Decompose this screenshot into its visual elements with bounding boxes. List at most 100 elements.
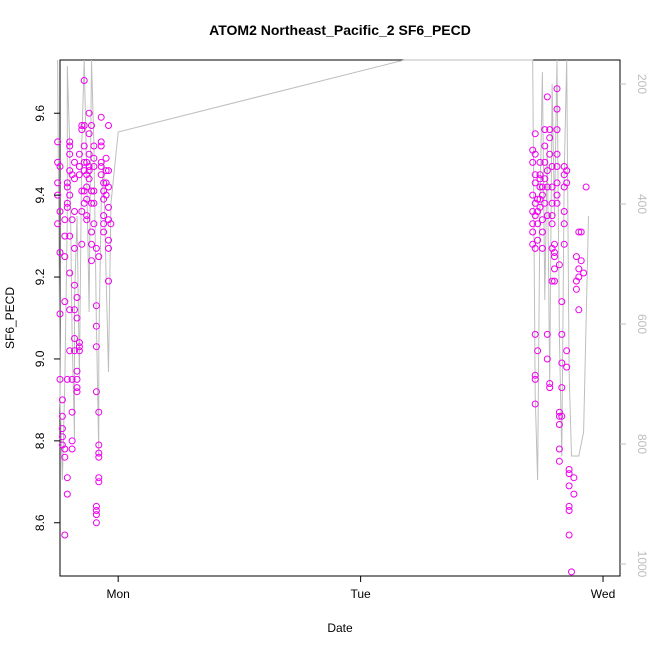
data-point xyxy=(105,183,112,191)
data-point xyxy=(531,150,539,158)
data-point xyxy=(54,179,62,187)
data-point xyxy=(558,359,566,367)
data-point xyxy=(88,187,95,195)
data-point xyxy=(560,208,568,215)
data-point xyxy=(90,220,98,228)
data-point xyxy=(54,138,62,146)
y-axis: 8.6 8.8 9.0 9.2 9.4 9.6 xyxy=(33,105,60,531)
data-point xyxy=(90,199,98,207)
data-point xyxy=(63,474,71,482)
data-point xyxy=(534,347,542,355)
data-point xyxy=(580,269,588,277)
y2-tick-label: 200 xyxy=(635,74,649,94)
data-point xyxy=(541,175,549,183)
data-point xyxy=(570,474,578,482)
data-point xyxy=(582,183,590,191)
data-point xyxy=(531,130,539,138)
data-point xyxy=(538,244,546,252)
data-point xyxy=(58,425,66,433)
data-point xyxy=(565,482,573,490)
data-point xyxy=(560,220,568,228)
data-point xyxy=(565,502,573,510)
y-axis-label: SF6_PECD xyxy=(3,287,17,349)
data-point xyxy=(572,253,580,261)
data-point xyxy=(68,375,76,383)
data-point xyxy=(61,298,69,306)
data-point xyxy=(548,199,556,207)
data-point xyxy=(97,171,105,179)
data-point xyxy=(63,183,71,191)
data-point xyxy=(105,122,112,129)
data-point xyxy=(73,294,81,301)
data-point xyxy=(63,179,71,187)
data-point xyxy=(548,220,556,228)
data-point xyxy=(575,265,583,273)
data-point xyxy=(92,244,100,252)
data-point xyxy=(577,257,585,265)
data-point xyxy=(75,339,83,347)
data-point xyxy=(66,269,74,277)
data-point xyxy=(63,490,71,498)
x-axis: Mon Tue Wed xyxy=(107,576,615,601)
data-point xyxy=(555,261,563,269)
data-point xyxy=(85,130,93,138)
data-point xyxy=(543,167,551,175)
data-point xyxy=(75,171,83,179)
data-point xyxy=(95,453,103,461)
data-point xyxy=(546,134,554,142)
data-point xyxy=(100,220,108,228)
data-point xyxy=(541,158,549,166)
data-point xyxy=(68,216,76,224)
data-point xyxy=(61,453,69,461)
data-point xyxy=(546,126,554,134)
data-point xyxy=(100,179,108,187)
data-point xyxy=(563,167,571,175)
data-point xyxy=(58,396,66,404)
data-point xyxy=(97,113,105,121)
data-point xyxy=(558,330,566,338)
data-point xyxy=(88,199,95,207)
data-point xyxy=(54,220,62,228)
data-point xyxy=(71,244,78,252)
data-point xyxy=(565,470,573,478)
data-point xyxy=(85,163,93,170)
data-point xyxy=(80,142,88,150)
data-point xyxy=(63,199,71,207)
data-point xyxy=(71,335,78,342)
data-point xyxy=(85,175,93,183)
data-point xyxy=(97,138,105,146)
data-point xyxy=(73,384,81,392)
data-point xyxy=(78,240,86,248)
data-point xyxy=(73,314,81,322)
data-point xyxy=(88,257,95,265)
data-point xyxy=(536,203,544,211)
data-point xyxy=(529,191,537,199)
data-point xyxy=(529,228,537,236)
data-point xyxy=(102,167,110,175)
data-point xyxy=(551,240,558,248)
data-point xyxy=(538,216,546,224)
data-point xyxy=(83,183,91,191)
data-point xyxy=(66,142,74,150)
data-point xyxy=(536,175,544,183)
data-point xyxy=(565,507,573,514)
data-point xyxy=(546,384,554,392)
data-point xyxy=(543,183,551,191)
y-tick-label: 8.8 xyxy=(33,432,47,449)
data-point xyxy=(563,363,571,371)
data-point xyxy=(548,183,556,191)
data-point xyxy=(548,212,556,220)
data-point xyxy=(56,163,64,170)
data-point xyxy=(85,109,93,117)
data-point xyxy=(536,183,544,191)
data-point xyxy=(78,187,86,195)
data-point xyxy=(61,445,69,453)
secondary-depth-line xyxy=(57,59,589,481)
data-point xyxy=(558,384,566,392)
data-point xyxy=(102,191,110,199)
data-point xyxy=(531,375,539,383)
data-point xyxy=(541,142,549,150)
data-point xyxy=(563,347,571,355)
